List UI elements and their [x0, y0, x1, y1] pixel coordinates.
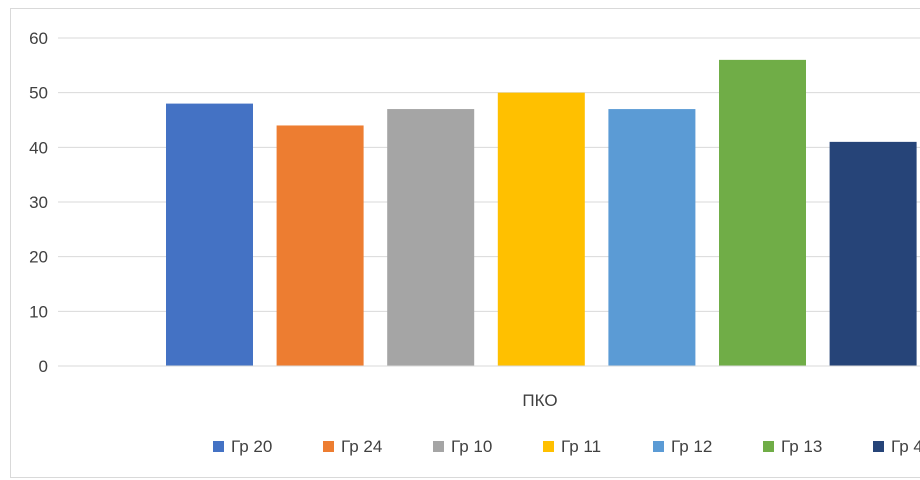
- legend-item: Гр 12: [653, 437, 712, 456]
- y-tick-label: 40: [29, 138, 48, 157]
- y-tick-label: 0: [39, 357, 48, 376]
- legend-item: Гр 24: [323, 437, 382, 456]
- y-tick-label: 10: [29, 302, 48, 321]
- bar: [497, 92, 585, 367]
- legend-label: Гр 20: [231, 437, 272, 456]
- bar: [387, 109, 475, 367]
- legend-item: Гр 10: [433, 437, 492, 456]
- y-tick-label: 50: [29, 84, 48, 103]
- legend-swatch: [873, 441, 884, 452]
- legend-label: Гр 13: [781, 437, 822, 456]
- legend-item: Гр 11: [543, 437, 601, 456]
- bar: [719, 59, 806, 366]
- x-axis-ticks: ПКО: [522, 391, 557, 410]
- legend-swatch: [323, 441, 334, 452]
- bars: [166, 59, 917, 367]
- legend-label: Гр 10: [451, 437, 492, 456]
- legend-label: Гр 43: [891, 437, 920, 456]
- legend-item: Гр 13: [763, 437, 822, 456]
- legend-item: Гр 20: [213, 437, 272, 456]
- x-tick-label: ПКО: [522, 391, 557, 410]
- y-tick-label: 20: [29, 248, 48, 267]
- y-tick-label: 60: [29, 29, 48, 48]
- legend-label: Гр 11: [561, 437, 601, 456]
- legend: Гр 20 Гр 24 Гр 10 Гр 11 Гр 12 Гр 13 Гр 43: [213, 437, 920, 456]
- bar: [608, 109, 696, 367]
- legend-item: Гр 43: [873, 437, 920, 456]
- legend-swatch: [653, 441, 664, 452]
- y-tick-label: 30: [29, 193, 48, 212]
- bar: [166, 103, 253, 366]
- legend-swatch: [763, 441, 774, 452]
- bar: [276, 125, 364, 366]
- legend-swatch: [543, 441, 554, 452]
- bar: [829, 141, 917, 366]
- y-axis-ticks: 0 10 20 30 40 50 60: [29, 29, 48, 376]
- legend-swatch: [213, 441, 224, 452]
- legend-label: Гр 12: [671, 437, 712, 456]
- legend-swatch: [433, 441, 444, 452]
- legend-label: Гр 24: [341, 437, 382, 456]
